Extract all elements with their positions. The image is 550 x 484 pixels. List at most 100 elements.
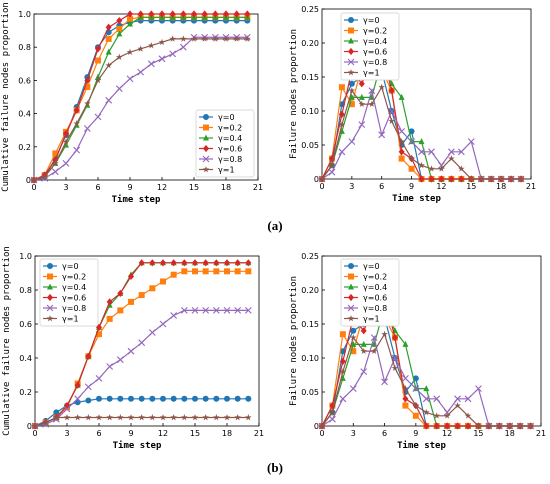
legend: γ=0 γ=0.2γ=0.4 γ=0.6γ=0.8 γ=1 [195, 109, 255, 178]
data-point [234, 414, 241, 421]
y-tick-label: 0.25 [301, 5, 319, 14]
data-point [398, 148, 405, 156]
chart-b-cumulative: 0 3 6 9 12 15 18 21 0 0.2 0.4 0.6 0.8 1.0 Time step Cum… [2, 246, 264, 451]
x-tick-label: 18 [505, 429, 515, 438]
data-point [138, 414, 145, 421]
data-point [84, 383, 92, 391]
data-point [428, 148, 435, 156]
data-point [339, 357, 346, 365]
legend-label: γ=0.6 [218, 145, 242, 154]
y-tick-label: 0.6 [18, 76, 31, 85]
data-point [202, 307, 210, 314]
data-point [234, 259, 241, 267]
data-point [244, 307, 252, 314]
plot-frame [34, 255, 260, 427]
legend-marker [348, 27, 354, 34]
data-point [444, 422, 451, 430]
data-point [370, 334, 378, 341]
legend-label: γ=0.8 [363, 58, 387, 67]
legend: γ=0 γ=0.2γ=0.4 γ=0.6γ=0.8 γ=1 [340, 258, 400, 327]
data-point [94, 76, 102, 84]
data-point [149, 414, 156, 421]
data-point [63, 129, 69, 138]
legend-marker [203, 124, 209, 131]
data-point [360, 327, 367, 335]
series-star [318, 330, 534, 429]
x-tick-label: 12 [442, 429, 452, 438]
data-point [328, 161, 336, 169]
y-tick-label: 0 [27, 422, 32, 431]
data-point [127, 20, 133, 27]
data-point [96, 395, 102, 402]
data-point [73, 120, 80, 127]
data-point [368, 87, 376, 94]
data-point [138, 292, 145, 299]
data-point [245, 414, 252, 421]
data-point [137, 45, 144, 52]
data-point [160, 278, 166, 285]
data-point [245, 268, 252, 275]
legend-label: γ=0.6 [363, 294, 387, 303]
data-point [30, 176, 38, 183]
data-point [95, 45, 101, 53]
data-point [348, 138, 356, 145]
x-axis-label: Time step [392, 193, 441, 204]
data-point [138, 395, 145, 402]
data-point [148, 10, 155, 18]
data-point [116, 25, 123, 32]
data-point [412, 402, 420, 409]
data-point [398, 138, 405, 145]
x-axis-label: Time step [113, 440, 162, 451]
data-point [222, 35, 230, 42]
x-tick-label: 3 [351, 429, 356, 438]
data-point [378, 131, 386, 139]
data-point [201, 35, 208, 42]
y-tick-label: 0 [314, 175, 319, 184]
legend-label: γ=0 [363, 262, 380, 271]
data-point [128, 298, 134, 305]
data-point [160, 395, 166, 402]
data-point [402, 375, 409, 382]
x-tick-label: 6 [382, 429, 387, 438]
y-tick-label: 0.4 [18, 110, 31, 119]
data-point [158, 38, 166, 46]
data-point [506, 422, 514, 429]
legend-marker [348, 37, 354, 44]
x-tick-label: 9 [128, 429, 133, 438]
legend-box [340, 12, 400, 81]
data-point [433, 422, 440, 430]
data-point [497, 175, 505, 182]
legend-marker [203, 144, 209, 153]
data-point [138, 339, 146, 347]
data-point [84, 84, 91, 91]
data-point [180, 35, 187, 42]
x-tick-label: 18 [496, 182, 506, 191]
data-point [507, 175, 515, 182]
legend-box [39, 258, 99, 327]
x-tick-label: 0 [32, 429, 37, 438]
y-tick-label: 0.10 [301, 107, 319, 116]
legend-marker [347, 69, 355, 76]
data-point [475, 385, 482, 392]
data-point [477, 175, 485, 182]
data-point [169, 50, 177, 58]
data-point [127, 414, 135, 421]
data-point [329, 402, 336, 410]
data-point [448, 175, 455, 183]
data-point [348, 101, 355, 108]
legend-marker [203, 114, 209, 120]
data-point [148, 42, 155, 49]
data-point [328, 168, 336, 176]
y-tick-label: 0 [26, 176, 31, 185]
legend-label: γ=1 [218, 166, 235, 175]
data-point [159, 10, 165, 18]
x-tick-label: 15 [190, 429, 200, 438]
y-tick-label: 0.10 [301, 354, 319, 363]
data-point [349, 334, 357, 341]
data-point [402, 340, 409, 347]
series-circle [32, 395, 252, 429]
data-point [106, 298, 113, 306]
data-point [234, 395, 241, 402]
data-point [447, 148, 455, 156]
y-tick-label: 1.0 [18, 10, 31, 19]
